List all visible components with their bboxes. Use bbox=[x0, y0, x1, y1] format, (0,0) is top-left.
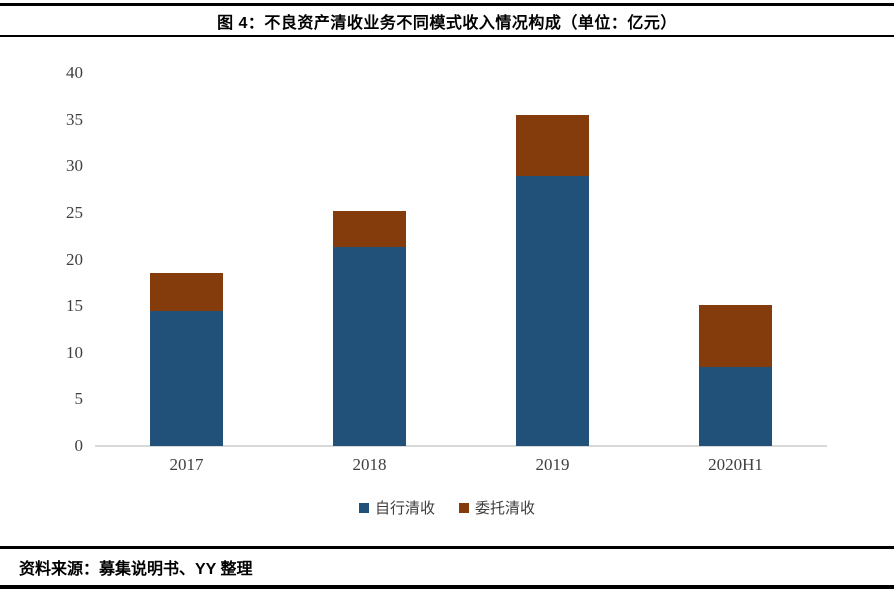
chart-legend: 自行清收 委托清收 bbox=[0, 497, 894, 518]
y-axis-tick-label: 5 bbox=[74, 389, 84, 409]
legend-swatch-icon bbox=[358, 502, 369, 513]
chart-title: 图 4：不良资产清收业务不同模式收入情况构成（单位：亿元） bbox=[217, 15, 677, 32]
y-axis-tick-label: 0 bbox=[74, 436, 84, 455]
x-axis-tick-label: 2019 bbox=[535, 455, 570, 474]
x-axis-tick-label: 2017 bbox=[169, 455, 204, 474]
top-thick-rule bbox=[0, 3, 894, 6]
bar-segment-self-collection bbox=[333, 247, 406, 446]
y-axis-tick-label: 40 bbox=[66, 63, 83, 82]
source-divider-rule bbox=[0, 546, 894, 549]
legend-label: 自行清收 bbox=[374, 501, 435, 517]
y-axis-tick-label: 15 bbox=[66, 296, 83, 316]
y-axis-tick-label: 10 bbox=[66, 342, 83, 362]
title-divider-rule bbox=[0, 35, 894, 37]
x-axis-tick-label: 2020H1 bbox=[708, 455, 763, 474]
bar-segment-entrusted-collection bbox=[150, 273, 223, 311]
bar-segment-entrusted-collection bbox=[699, 305, 772, 367]
bottom-thick-rule bbox=[0, 585, 894, 589]
legend-swatch-icon bbox=[459, 502, 469, 513]
legend-item-self-collection: 自行清收 bbox=[358, 497, 435, 518]
source-note: 资料来源：募集说明书、YY 整理 bbox=[19, 561, 253, 578]
bar-segment-self-collection bbox=[150, 310, 223, 446]
x-axis-line bbox=[95, 445, 827, 447]
y-axis-tick-label: 20 bbox=[66, 249, 83, 269]
legend-item-entrusted-collection: 委托清收 bbox=[459, 497, 535, 518]
x-axis-tick-label: 2018 bbox=[352, 455, 387, 474]
bar-segment-self-collection bbox=[516, 175, 589, 446]
legend-label: 委托清收 bbox=[475, 501, 536, 517]
bar-segment-self-collection bbox=[699, 366, 772, 446]
y-axis-tick-label: 35 bbox=[66, 109, 83, 129]
bar-segment-entrusted-collection bbox=[333, 211, 406, 248]
y-axis-tick-label: 30 bbox=[66, 156, 83, 176]
y-axis-tick-label: 25 bbox=[66, 202, 83, 222]
bar-segment-entrusted-collection bbox=[516, 114, 589, 176]
